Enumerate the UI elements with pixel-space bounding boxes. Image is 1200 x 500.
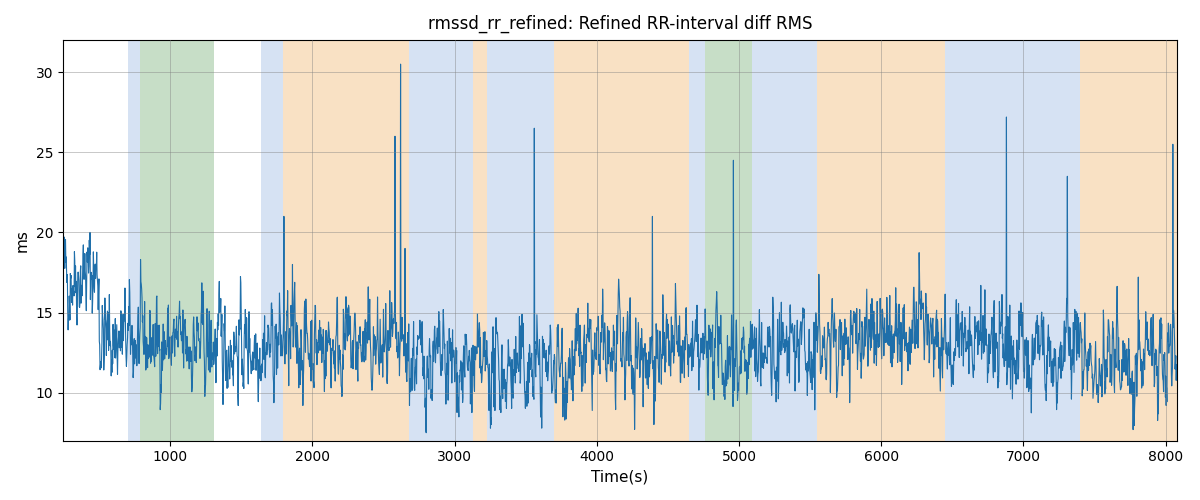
Bar xyxy=(689,40,704,440)
X-axis label: Time(s): Time(s) xyxy=(592,470,648,485)
Bar xyxy=(1058,40,1080,440)
Bar xyxy=(282,40,409,440)
Title: rmssd_rr_refined: Refined RR-interval diff RMS: rmssd_rr_refined: Refined RR-interval di… xyxy=(427,15,812,34)
Bar xyxy=(704,40,751,440)
Bar xyxy=(140,40,215,440)
Bar xyxy=(473,40,487,440)
Bar xyxy=(946,40,1058,440)
Bar xyxy=(1080,40,1177,440)
Bar xyxy=(127,40,140,440)
Bar xyxy=(554,40,689,440)
Bar xyxy=(487,40,554,440)
Bar xyxy=(262,40,282,440)
Y-axis label: ms: ms xyxy=(16,229,30,252)
Bar xyxy=(817,40,946,440)
Bar xyxy=(409,40,473,440)
Bar xyxy=(751,40,817,440)
